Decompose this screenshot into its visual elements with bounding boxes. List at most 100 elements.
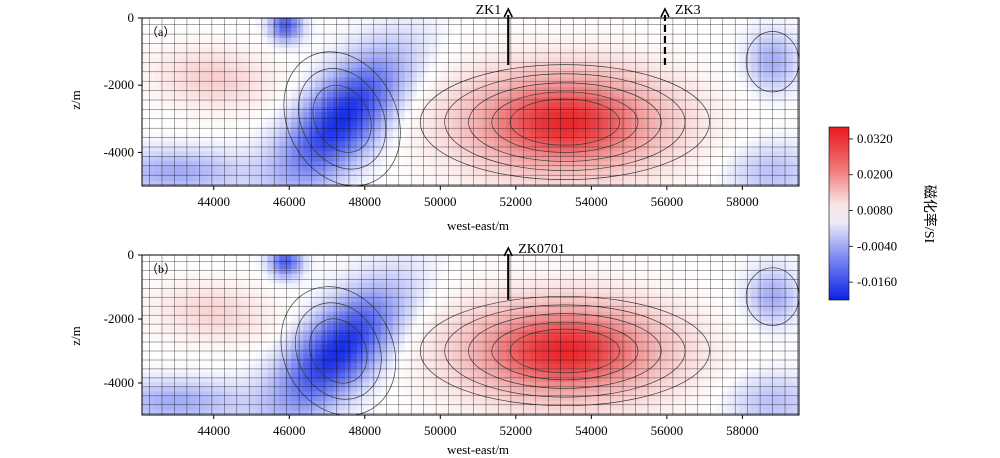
heatmap-cell [237, 47, 245, 54]
heatmap-cell [709, 156, 716, 162]
heatmap-cell [476, 52, 483, 59]
heatmap-cell [225, 320, 233, 327]
heatmap-cell [165, 57, 173, 63]
heatmap-cell [631, 72, 639, 78]
heatmap-cell [303, 67, 310, 73]
heatmap-cell [601, 176, 609, 182]
heatmap-cell [207, 335, 215, 341]
heatmap-cell [213, 62, 221, 68]
heatmap-cell [261, 47, 268, 54]
heatmap-cell [362, 181, 370, 186]
heatmap-cell [327, 126, 334, 133]
heatmap-cell [321, 146, 328, 152]
heatmap-cell [255, 264, 262, 270]
heatmap-cell [351, 176, 358, 182]
heatmap-cell [380, 92, 388, 98]
heatmap-cell [554, 82, 561, 88]
heatmap-cell [142, 102, 149, 108]
heatmap-cell [488, 141, 495, 147]
heatmap-cell [285, 121, 292, 128]
heatmap-cell [601, 111, 609, 118]
heatmap-cell [273, 67, 280, 73]
heatmap-cell [201, 181, 209, 186]
heatmap-cell [416, 116, 424, 123]
heatmap-cell [512, 92, 519, 98]
heatmap-cell [267, 264, 274, 270]
heatmap-cell [171, 302, 179, 308]
heatmap-cell [171, 146, 179, 152]
heatmap-cell [524, 131, 531, 138]
heatmap-cell [303, 316, 310, 322]
heatmap-cell [201, 42, 209, 49]
heatmap-cell [147, 136, 155, 143]
heatmap-cell [285, 57, 292, 63]
heatmap-cell [566, 22, 573, 29]
heatmap-cell [476, 87, 483, 93]
heatmap-cell [530, 62, 537, 68]
heatmap-cell [428, 151, 436, 157]
heatmap-cell [207, 273, 215, 280]
heatmap-cell [709, 106, 716, 113]
heatmap-cell [482, 87, 489, 93]
heatmap-cell [231, 18, 239, 24]
heatmap-cell [249, 47, 256, 54]
heatmap-cell [512, 166, 519, 172]
heatmap-cell [279, 410, 286, 415]
heatmap-cell [231, 82, 239, 88]
heatmap-cell [416, 32, 424, 39]
heatmap-cell [261, 292, 268, 298]
heatmap-cell [655, 27, 663, 34]
heatmap-cell [243, 391, 251, 397]
heatmap-cell [548, 126, 555, 133]
heatmap-cell [297, 269, 304, 275]
heatmap-cell [153, 72, 161, 78]
heatmap-cell [291, 339, 298, 345]
heatmap-cell [219, 372, 227, 378]
heatmap-cell [512, 82, 519, 88]
heatmap-cell [357, 161, 364, 167]
heatmap-cell [279, 32, 286, 39]
heatmap-cell [583, 32, 591, 39]
heatmap-cell [231, 136, 239, 143]
heatmap-cell [613, 22, 621, 29]
heatmap-cell [147, 339, 155, 345]
heatmap-cell [464, 121, 471, 128]
heatmap-cell [482, 18, 489, 24]
heatmap-cell [727, 62, 734, 68]
heatmap-cell [464, 77, 471, 83]
heatmap-cell [524, 82, 531, 88]
heatmap-cell [386, 27, 394, 34]
heatmap-cell [171, 292, 179, 298]
panel-b: （b） 44000 46000 48000 50000 52000 54000 56000 5… [68, 242, 800, 457]
heatmap-cell [237, 116, 245, 123]
heatmap-cell [207, 62, 215, 68]
heatmap-cell [285, 353, 292, 360]
heatmap-cell [685, 72, 692, 78]
heatmap-cell [225, 87, 233, 93]
heatmap-cell [231, 67, 239, 73]
heatmap-cell [691, 62, 698, 68]
heatmap-cell [470, 72, 477, 78]
heatmap-cell [159, 161, 167, 167]
heatmap-cell [201, 102, 209, 108]
heatmap-cell [637, 62, 645, 68]
heatmap-cell [643, 151, 651, 157]
heatmap-cell [243, 176, 251, 182]
heatmap-cell [751, 151, 758, 157]
heatmap-cell [177, 382, 185, 388]
heatmap-cell [536, 151, 543, 157]
heatmap-cell [153, 278, 161, 284]
heatmap-cell [327, 18, 334, 24]
heatmap-cell [177, 156, 185, 162]
heatmap-cell [273, 57, 280, 63]
heatmap-cell [225, 37, 233, 44]
heatmap-cell [153, 166, 161, 172]
heatmap-cell [171, 176, 179, 182]
heatmap-cell [518, 62, 525, 68]
heatmap-cell [147, 92, 155, 98]
heatmap-cell [297, 27, 304, 34]
heatmap-cell [159, 126, 167, 133]
heatmap-cell [207, 367, 215, 374]
heatmap-cell [625, 116, 633, 123]
heatmap-cell [279, 161, 286, 167]
